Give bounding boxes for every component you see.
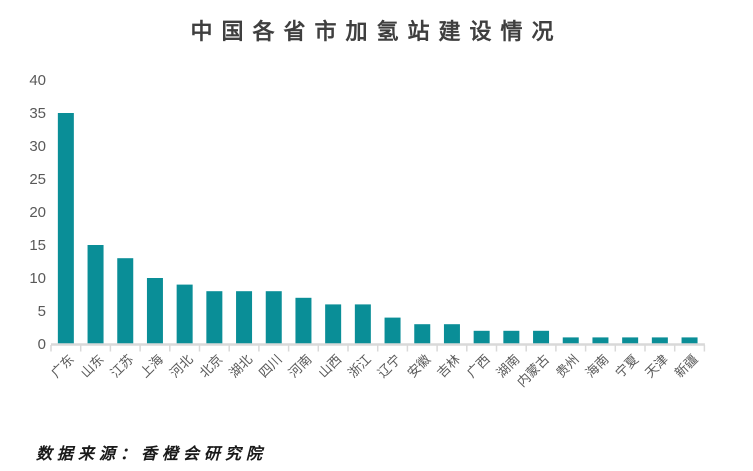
x-axis-category-label: 贵州: [553, 352, 582, 381]
x-axis-category-label: 山西: [315, 352, 344, 381]
bar: [443, 324, 460, 344]
x-axis-category-label: 四川: [256, 352, 285, 381]
bar: [354, 304, 371, 344]
x-axis-category-label: 江苏: [107, 352, 136, 381]
x-axis-category-label: 河南: [286, 352, 315, 381]
y-axis-tick-label: 0: [38, 336, 46, 353]
bar: [414, 324, 431, 344]
x-axis-category-label: 广东: [48, 352, 77, 381]
y-axis-tick-label: 25: [29, 171, 46, 188]
x-axis-category-label: 上海: [137, 352, 166, 381]
bar: [176, 284, 193, 344]
x-axis-category-label: 宁夏: [612, 352, 641, 381]
y-axis-tick-label: 5: [38, 303, 46, 320]
bar: [384, 317, 401, 344]
bar: [325, 304, 342, 344]
bar: [265, 291, 282, 344]
y-axis-tick-label: 20: [29, 204, 46, 221]
bar: [533, 330, 550, 344]
bar: [295, 297, 312, 344]
bar: [592, 337, 609, 344]
x-axis-category-label: 内蒙古: [514, 352, 552, 390]
x-axis-category-label: 河北: [167, 352, 196, 381]
y-axis-tick-label: 30: [29, 138, 46, 155]
data-source-note: 数据来源：香橙会研究院: [36, 446, 268, 463]
bar: [117, 258, 134, 344]
x-axis-category-label: 辽宁: [375, 352, 404, 381]
bar: [206, 291, 223, 344]
bar: [651, 337, 668, 344]
x-axis-category-label: 新疆: [672, 352, 701, 381]
y-axis-tick-label: 15: [29, 237, 46, 254]
bar: [473, 330, 490, 344]
x-axis-category-label: 北京: [196, 352, 225, 381]
bar: [622, 337, 639, 344]
chart-title: 中国各省市加氢站建设情况: [190, 19, 563, 44]
x-axis-category-label: 安徽: [404, 352, 433, 381]
x-axis-category-label: 广西: [464, 352, 493, 381]
bar: [57, 113, 74, 344]
x-axis-category-label: 山东: [78, 352, 107, 381]
bar: [562, 337, 579, 344]
bar: [681, 337, 698, 344]
bar: [236, 291, 253, 344]
x-axis-category-label: 吉林: [434, 352, 463, 381]
bar: [146, 278, 163, 344]
y-axis-tick-label: 40: [29, 72, 46, 89]
bar: [503, 330, 520, 344]
y-axis-tick-label: 10: [29, 270, 46, 287]
y-axis-tick-label: 35: [29, 105, 46, 122]
bar: [87, 245, 104, 344]
x-axis-category-label: 浙江: [345, 352, 374, 381]
x-axis-category-label: 海南: [583, 352, 612, 381]
x-axis-category-label: 湖北: [226, 352, 255, 381]
x-axis-category-label: 天津: [642, 352, 671, 381]
